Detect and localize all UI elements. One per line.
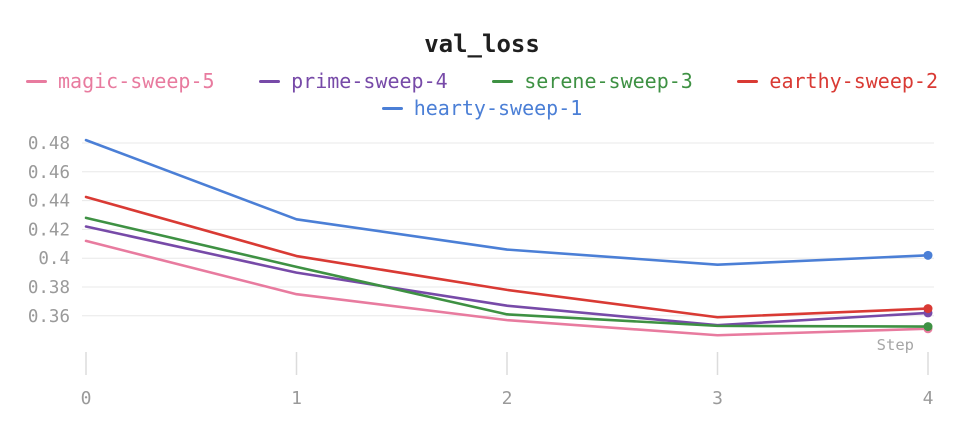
y-tick-label: 0.46	[28, 163, 70, 183]
series-end-dot-earthy-sweep-2[interactable]	[923, 304, 933, 314]
legend-item-earthy-sweep-2[interactable]: earthy-sweep-2	[737, 70, 938, 93]
legend-line-icon	[492, 80, 514, 83]
series-end-dot-hearty-sweep-1[interactable]	[923, 250, 933, 260]
series-line-earthy-sweep-2[interactable]	[84, 195, 930, 319]
legend-item-hearty-sweep-1[interactable]: hearty-sweep-1	[381, 96, 583, 120]
legend-item-prime-sweep-4[interactable]: prime-sweep-4	[259, 70, 448, 93]
x-tick-label: 2	[502, 388, 513, 409]
y-tick-label: 0.48	[28, 134, 70, 154]
y-tick-label: 0.36	[28, 307, 70, 327]
y-tick-label: 0.42	[28, 220, 70, 240]
legend-item-serene-sweep-3[interactable]: serene-sweep-3	[492, 70, 693, 93]
legend-label: prime-sweep-4	[291, 69, 448, 93]
legend-label: magic-sweep-5	[58, 69, 215, 93]
val-loss-line-chart[interactable]: 0.48 0.46 0.44 0.42 0.4 0.38 0.36 0 1 2 3 4 Step	[0, 128, 964, 435]
legend-line-icon	[26, 80, 47, 83]
x-tick-label: 4	[923, 388, 934, 409]
legend-label: hearty-sweep-1	[413, 96, 583, 120]
x-tick-label: 3	[712, 388, 723, 409]
series-line-hearty-sweep-1[interactable]	[84, 138, 930, 266]
x-tick-label: 0	[81, 388, 92, 409]
legend-item-magic-sweep-5[interactable]: magic-sweep-5	[26, 70, 215, 93]
chart-title: val_loss	[424, 30, 540, 58]
series-end-dot-serene-sweep-3[interactable]	[923, 322, 933, 332]
y-tick-label: 0.4	[38, 249, 70, 269]
y-tick-label: 0.38	[28, 278, 70, 298]
series-line-magic-sweep-5[interactable]	[84, 239, 930, 337]
legend-label: earthy-sweep-2	[769, 69, 938, 93]
series-line-serene-sweep-3[interactable]	[84, 216, 930, 328]
legend-label: serene-sweep-3	[524, 69, 693, 93]
y-tick-label: 0.44	[28, 192, 70, 212]
chart-legend-row-2: hearty-sweep-1	[0, 97, 964, 120]
x-axis-label: Step	[877, 336, 914, 354]
series-line-prime-sweep-4[interactable]	[84, 225, 930, 327]
chart-legend-row-1: magic-sweep-5 prime-sweep-4 serene-sweep…	[26, 70, 938, 93]
legend-line-icon	[737, 80, 759, 83]
legend-line-icon	[381, 107, 403, 110]
x-tick-label: 1	[291, 388, 302, 409]
legend-line-icon	[259, 80, 281, 83]
